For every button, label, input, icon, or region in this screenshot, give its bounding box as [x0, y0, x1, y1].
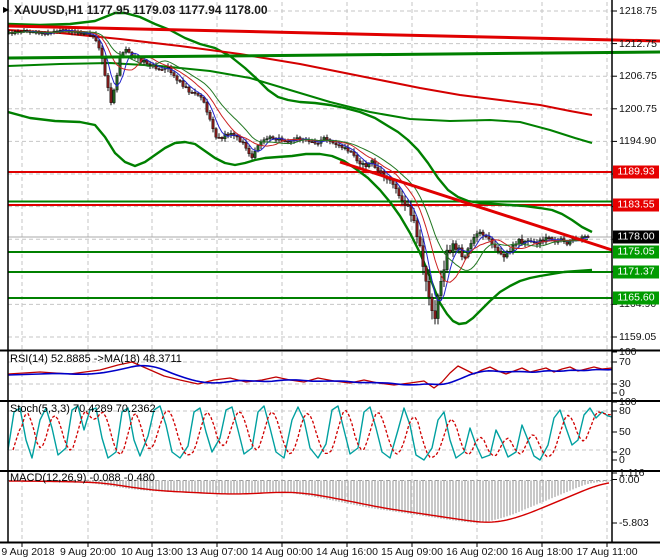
price-axis-label: 1159.05	[619, 331, 657, 343]
price-level-badge: 1171.37	[613, 265, 659, 279]
time-axis-label: 9 Aug 2018	[1, 546, 55, 558]
price-axis-label: 1218.75	[619, 5, 657, 17]
time-axis-label: 14 Aug 00:00	[251, 546, 313, 558]
macd-axis-label: -5.803	[619, 517, 649, 529]
price-level-badge: 1175.05	[613, 245, 659, 259]
time-axis-label: 16 Aug 02:00	[446, 546, 508, 558]
stoch-axis-label: 0	[619, 454, 625, 466]
price-axis-label: 1194.90	[619, 135, 657, 148]
rsi-axis-label: 0	[619, 387, 625, 399]
price-level-badge: 1165.60	[613, 291, 659, 305]
stoch-axis-label: 80	[619, 405, 631, 417]
symbol-arrow-icon: ▶	[3, 5, 10, 14]
stoch-axis-label: 50	[619, 426, 631, 438]
time-axis-label: 15 Aug 09:00	[381, 546, 443, 558]
macd-axis-label: 0.00	[619, 473, 640, 486]
price-axis-label: 1206.75	[619, 70, 657, 83]
price-level-badge: 1189.93	[613, 165, 659, 179]
time-axis-label: 16 Aug 18:00	[511, 546, 573, 558]
price-axis-label: 1200.75	[619, 102, 657, 115]
stoch-axis-label: 20	[619, 446, 631, 458]
macd-indicator-title: MACD(12,26,9) -0.088 -0.480	[10, 472, 155, 484]
time-axis-label: 10 Aug 13:00	[121, 546, 183, 558]
time-axis-label: 14 Aug 16:00	[316, 546, 378, 558]
rsi-indicator-title: RSI(14) 52.8885 ->MA(18) 48.3711	[10, 353, 182, 365]
macd-axis-label: 1.116	[619, 467, 645, 479]
rsi-axis-label: 70	[619, 356, 631, 368]
time-axis-label: 13 Aug 07:00	[186, 546, 248, 558]
rsi-axis-label: 100	[619, 346, 637, 358]
chart-title: XAUUSD,H1 1177.95 1179.03 1177.94 1178.0…	[14, 3, 268, 17]
stoch-axis-label: 100	[619, 396, 637, 408]
price-level-badge: 1178.00	[613, 230, 659, 244]
price-level-badge: 1183.55	[613, 198, 659, 212]
stoch-indicator-title: Stoch(5,3,3) 70.4289 70.2362	[10, 403, 156, 415]
rsi-axis-label: 30	[619, 378, 631, 390]
time-axis-label: 17 Aug 11:00	[576, 546, 638, 558]
price-axis-label: 1212.75	[619, 37, 657, 50]
time-axis-label: 9 Aug 20:00	[59, 546, 117, 558]
